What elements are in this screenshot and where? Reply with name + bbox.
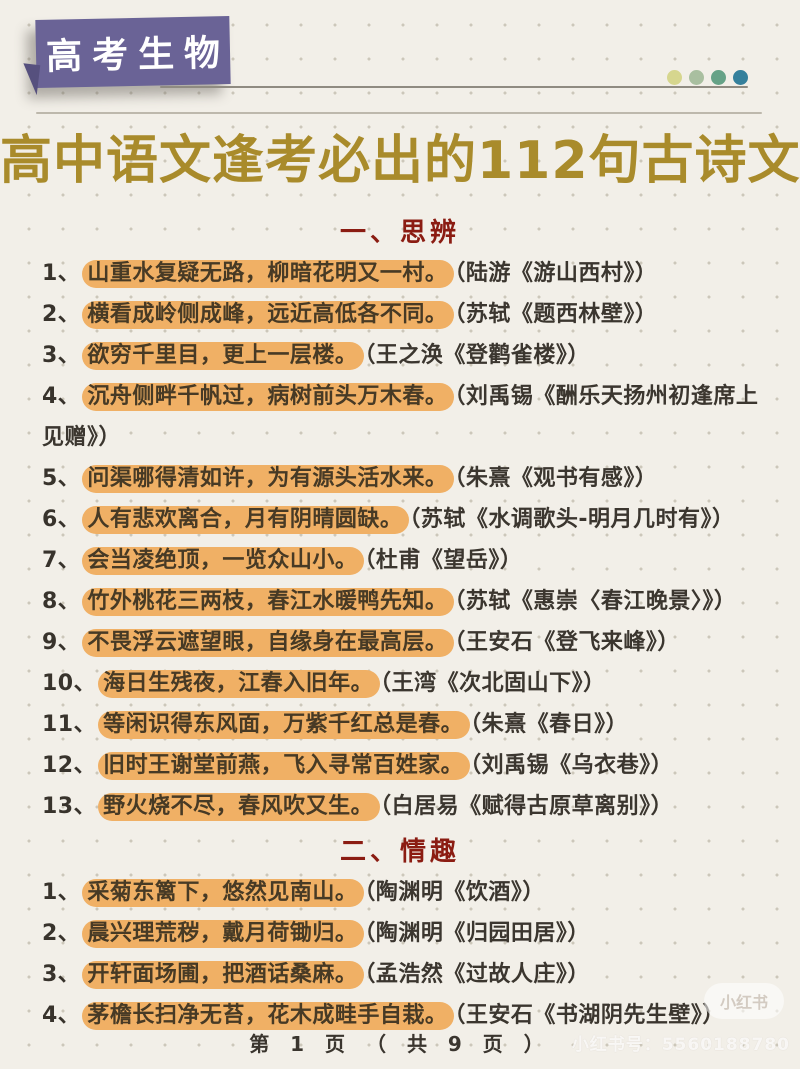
quote-source: （陶渊明《饮酒》） xyxy=(364,880,545,905)
section-1: 一、思辨 1、 山重水复疑无路，柳暗花明又一村。 （陆游《游山西村》） 2、 横看成岭侧成… xyxy=(0,212,800,827)
divider-line-top xyxy=(160,86,748,88)
section-item-list: 1、 采菊东篱下，悠然见南山。 （陶渊明《饮酒》） 2、 晨兴理荒秽，戴月荷锄归。 （陶渊… xyxy=(0,872,800,1036)
section-item-list: 1、 山重水复疑无路，柳暗花明又一村。 （陆游《游山西村》） 2、 横看成岭侧成峰，远近… xyxy=(0,253,800,827)
list-item: 3、 开轩面场圃，把酒话桑麻。 （孟浩然《过故人庄》） xyxy=(42,954,770,995)
quote-source: （孟浩然《过故人庄》） xyxy=(364,962,590,987)
badge-label: 高考生物 xyxy=(45,32,231,78)
quote-highlight: 山重水复疑无路，柳暗花明又一村。 xyxy=(82,260,455,288)
decor-dot-1 xyxy=(667,70,682,85)
quote-highlight: 会当凌绝顶，一览众山小。 xyxy=(82,547,365,575)
quote-source: （王安石《登飞来峰》） xyxy=(454,630,680,655)
list-item: 11、 等闲识得东风面，万紫千红总是春。 （朱熹《春日》） xyxy=(42,704,770,745)
quote-highlight: 竹外桃花三两枝，春江水暖鸭先知。 xyxy=(82,588,455,616)
item-number: 8、 xyxy=(42,589,81,614)
quote-highlight: 横看成岭侧成峰，远近高低各不同。 xyxy=(82,301,455,329)
list-item: 9、 不畏浮云遮望眼，自缘身在最高层。 （王安石《登飞来峰》） xyxy=(42,622,770,663)
list-item: 7、 会当凌绝顶，一览众山小。 （杜甫《望岳》） xyxy=(42,540,770,581)
list-item: 1、 采菊东篱下，悠然见南山。 （陶渊明《饮酒》） xyxy=(42,872,770,913)
list-item: 12、 旧时王谢堂前燕，飞入寻常百姓家。 （刘禹锡《乌衣巷》） xyxy=(42,745,770,786)
list-item: 8、 竹外桃花三两枝，春江水暖鸭先知。 （苏轼《惠崇〈春江晚景〉》） xyxy=(42,581,770,622)
quote-highlight: 沉舟侧畔千帆过，病树前头万木春。 xyxy=(82,383,455,411)
list-item: 6、 人有悲欢离合，月有阴晴圆缺。 （苏轼《水调歌头-明月几时有》） xyxy=(42,499,770,540)
quote-source: （王湾《次北固山下》） xyxy=(380,671,606,696)
item-number: 2、 xyxy=(42,921,81,946)
list-item: 13、 野火烧不尽，春风吹又生。 （白居易《赋得古原草离别》） xyxy=(42,786,770,827)
quote-source: （杜甫《望岳》） xyxy=(364,548,523,573)
decor-dot-3 xyxy=(711,70,726,85)
quote-source: （苏轼《题西林壁》） xyxy=(454,302,658,327)
quote-source: （朱熹《春日》） xyxy=(470,712,629,737)
page-title: 高中语文逢考必出的112句古诗文 xyxy=(0,131,800,191)
quote-highlight: 不畏浮云遮望眼，自缘身在最高层。 xyxy=(82,629,455,657)
quote-source: （刘禹锡《酬乐天扬州初逢席上见赠》） xyxy=(42,384,759,450)
xiaohongshu-logo-watermark: 小红书 xyxy=(703,983,784,1019)
corner-badge: 高考生物 xyxy=(19,15,231,96)
quote-highlight: 旧时王谢堂前燕，飞入寻常百姓家。 xyxy=(98,752,471,780)
quote-highlight: 海日生残夜，江春入旧年。 xyxy=(98,670,381,698)
item-number: 3、 xyxy=(42,962,81,987)
item-number: 5、 xyxy=(42,466,81,491)
quote-highlight: 等闲识得东风面，万紫千红总是春。 xyxy=(98,711,471,739)
list-item: 10、 海日生残夜，江春入旧年。 （王湾《次北固山下》） xyxy=(42,663,770,704)
item-number: 6、 xyxy=(42,507,81,532)
quote-highlight: 晨兴理荒秽，戴月荷锄归。 xyxy=(82,920,365,948)
quote-source: （王之涣《登鹳雀楼》） xyxy=(364,343,590,368)
list-item: 1、 山重水复疑无路，柳暗花明又一村。 （陆游《游山西村》） xyxy=(42,253,770,294)
item-number: 1、 xyxy=(42,880,81,905)
item-number: 4、 xyxy=(42,1003,81,1028)
quote-highlight: 采菊东篱下，悠然见南山。 xyxy=(82,879,365,907)
decor-dot-4 xyxy=(733,70,748,85)
quote-highlight: 开轩面场圃，把酒话桑麻。 xyxy=(82,961,365,989)
section-heading: 二、情趣 xyxy=(339,837,460,867)
list-item: 5、 问渠哪得清如许，为有源头活水来。 （朱熹《观书有感》） xyxy=(42,458,770,499)
quote-source: （陆游《游山西村》） xyxy=(454,261,658,286)
item-number: 11、 xyxy=(42,712,97,737)
item-number: 9、 xyxy=(42,630,81,655)
item-number: 10、 xyxy=(42,671,97,696)
badge-fold-corner xyxy=(19,63,41,96)
item-number: 13、 xyxy=(42,794,97,819)
quote-highlight: 野火烧不尽，春风吹又生。 xyxy=(98,793,381,821)
item-number: 12、 xyxy=(42,753,97,778)
divider-line-second xyxy=(36,112,762,114)
section-2: 二、情趣 1、 采菊东篱下，悠然见南山。 （陶渊明《饮酒》） 2、 晨兴理荒秽，戴月荷锄归… xyxy=(0,831,800,1036)
list-item: 3、 欲穷千里目，更上一层楼。 （王之涣《登鹳雀楼》） xyxy=(42,335,770,376)
item-number: 2、 xyxy=(42,302,81,327)
quote-source: （苏轼《惠崇〈春江晚景〉》） xyxy=(454,589,737,614)
item-number: 3、 xyxy=(42,343,81,368)
section-heading: 一、思辨 xyxy=(339,218,460,248)
list-item: 2、 晨兴理荒秽，戴月荷锄归。 （陶渊明《归园田居》） xyxy=(42,913,770,954)
quote-source: （朱熹《观书有感》） xyxy=(454,466,658,491)
list-item: 2、 横看成岭侧成峰，远近高低各不同。 （苏轼《题西林壁》） xyxy=(42,294,770,335)
quote-source: （陶渊明《归园田居》） xyxy=(364,921,590,946)
quote-highlight: 欲穷千里目，更上一层楼。 xyxy=(82,342,365,370)
item-number: 4、 xyxy=(42,384,81,409)
item-number: 1、 xyxy=(42,261,81,286)
list-item: 4、 沉舟侧畔千帆过，病树前头万木春。 （刘禹锡《酬乐天扬州初逢席上见赠》） xyxy=(42,376,770,458)
sections-container: 一、思辨 1、 山重水复疑无路，柳暗花明又一村。 （陆游《游山西村》） 2、 横看成岭侧成… xyxy=(0,208,800,1036)
quote-highlight: 问渠哪得清如许，为有源头活水来。 xyxy=(82,465,455,493)
quote-source: （苏轼《水调歌头-明月几时有》） xyxy=(409,507,735,532)
xiaohongshu-id-watermark: 小红书号：5560188780 xyxy=(571,1035,790,1055)
decor-dots xyxy=(667,70,748,85)
quote-highlight: 茅檐长扫净无苔，花木成畦手自栽。 xyxy=(82,1002,455,1030)
quote-source: （王安石《书湖阴先生壁》） xyxy=(454,1003,725,1028)
decor-dot-2 xyxy=(689,70,704,85)
quote-source: （刘禹锡《乌衣巷》） xyxy=(470,753,674,778)
item-number: 7、 xyxy=(42,548,81,573)
page-number-footer: 第 1 页 （ 共 9 页 ） xyxy=(249,1032,551,1056)
quote-highlight: 人有悲欢离合，月有阴晴圆缺。 xyxy=(82,506,410,534)
quote-source: （白居易《赋得古原草离别》） xyxy=(380,794,674,819)
list-item: 4、 茅檐长扫净无苔，花木成畦手自栽。 （王安石《书湖阴先生壁》） xyxy=(42,995,770,1036)
